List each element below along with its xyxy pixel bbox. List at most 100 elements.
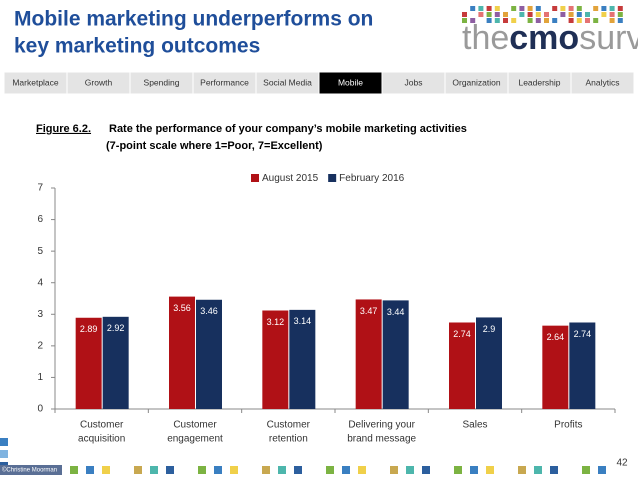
bar bbox=[75, 317, 102, 409]
deco bbox=[278, 466, 286, 474]
logo-dot bbox=[609, 6, 615, 11]
logo-dot bbox=[601, 12, 607, 17]
value-label: 3.44 bbox=[387, 307, 405, 317]
logo: thecmosurvey bbox=[462, 19, 638, 57]
x-tick-label: Delivering your bbox=[348, 420, 415, 431]
y-tick-label: 0 bbox=[37, 404, 43, 415]
nav-tab[interactable]: Mobile bbox=[338, 77, 363, 87]
bar bbox=[449, 322, 475, 409]
deco bbox=[342, 466, 350, 474]
logo-dot bbox=[478, 6, 484, 11]
deco bbox=[550, 466, 558, 474]
logo-dot bbox=[462, 18, 467, 23]
nav-tab[interactable]: Analytics bbox=[585, 77, 619, 87]
logo-part: survey bbox=[579, 19, 638, 57]
logo-part: cmo bbox=[509, 19, 579, 57]
deco bbox=[406, 466, 414, 474]
logo-dot bbox=[527, 12, 533, 17]
value-label: 3.14 bbox=[294, 316, 312, 326]
deco bbox=[518, 466, 526, 474]
deco bbox=[262, 466, 270, 474]
bar bbox=[196, 299, 222, 409]
nav-tab[interactable]: Social Media bbox=[263, 77, 312, 87]
logo-dot bbox=[503, 12, 508, 17]
chart-subtitle: (7-point scale where 1=Poor, 7=Excellent… bbox=[106, 140, 323, 152]
legend-swatch bbox=[328, 174, 337, 182]
logo-dot bbox=[585, 18, 590, 23]
nav-tab[interactable]: Growth bbox=[85, 77, 113, 87]
deco bbox=[0, 450, 8, 458]
logo-dot bbox=[535, 6, 541, 11]
x-tick-label: Profits bbox=[554, 420, 582, 431]
logo-dot bbox=[544, 12, 549, 17]
logo-dot bbox=[462, 12, 467, 17]
nav-tab-bg bbox=[570, 71, 635, 95]
deco bbox=[166, 466, 174, 474]
nav-tab[interactable]: Jobs bbox=[405, 77, 423, 87]
bar bbox=[382, 300, 409, 409]
y-tick-label: 3 bbox=[37, 309, 43, 320]
logo-dot bbox=[486, 6, 492, 11]
logo-dot bbox=[617, 18, 623, 23]
logo-dot bbox=[568, 12, 574, 17]
logo-dot bbox=[609, 12, 615, 17]
deco bbox=[470, 466, 478, 474]
deco bbox=[582, 466, 590, 474]
deco bbox=[102, 466, 110, 474]
logo-dots bbox=[462, 6, 623, 23]
logo-dot bbox=[576, 18, 582, 23]
logo-dot bbox=[593, 18, 599, 23]
y-tick-label: 7 bbox=[37, 183, 43, 194]
deco bbox=[294, 466, 302, 474]
value-label: 2.74 bbox=[453, 329, 471, 339]
logo-dot bbox=[519, 6, 525, 11]
nav-tab[interactable]: Leadership bbox=[518, 77, 560, 87]
nav-tab[interactable]: Marketplace bbox=[12, 77, 59, 87]
footer-squares bbox=[0, 438, 606, 475]
x-tick-label: Sales bbox=[462, 420, 487, 431]
value-label: 3.12 bbox=[267, 317, 285, 327]
logo-dot bbox=[494, 12, 500, 17]
copyright: ©Christine Moorman bbox=[2, 467, 57, 474]
legend-label: February 2016 bbox=[339, 173, 404, 184]
deco bbox=[230, 466, 238, 474]
logo-dot bbox=[552, 18, 558, 23]
logo-dot bbox=[486, 12, 492, 17]
bar bbox=[262, 310, 289, 409]
deco bbox=[150, 466, 158, 474]
nav-tab[interactable]: Performance bbox=[200, 77, 249, 87]
x-tick-label: acquisition bbox=[78, 434, 125, 445]
logo-dot bbox=[470, 6, 476, 11]
y-tick-label: 2 bbox=[37, 340, 43, 351]
deco bbox=[598, 466, 606, 474]
page-number: 42 bbox=[616, 458, 628, 469]
logo-dot bbox=[478, 12, 484, 17]
logo-dot bbox=[486, 18, 492, 23]
value-label: 2.92 bbox=[107, 323, 125, 333]
logo-dot bbox=[617, 6, 623, 11]
deco bbox=[214, 466, 222, 474]
value-label: 2.64 bbox=[547, 332, 565, 342]
deco bbox=[486, 466, 494, 474]
logo-part: the bbox=[462, 19, 509, 57]
value-label: 2.74 bbox=[574, 329, 592, 339]
logo-dot bbox=[494, 6, 500, 11]
legend-swatch bbox=[251, 174, 259, 182]
logo-dot bbox=[585, 12, 590, 17]
logo-dot bbox=[511, 6, 517, 11]
bar bbox=[355, 299, 382, 409]
logo-dot bbox=[576, 12, 582, 17]
bar bbox=[476, 317, 502, 409]
logo-dot bbox=[617, 12, 623, 17]
logo-dot bbox=[503, 18, 508, 23]
y-tick-label: 5 bbox=[37, 246, 43, 257]
deco bbox=[70, 466, 78, 474]
deco bbox=[86, 466, 94, 474]
legend-label: August 2015 bbox=[262, 173, 319, 184]
value-label: 3.46 bbox=[200, 306, 218, 316]
nav-tab[interactable]: Organization bbox=[452, 77, 500, 87]
nav-tab[interactable]: Spending bbox=[144, 77, 180, 87]
logo-dot bbox=[601, 6, 607, 11]
chart: 0 1 2 3 4 5 6 7 August 2015 February 2016 Customer… bbox=[37, 173, 616, 445]
x-tick-label: brand message bbox=[347, 434, 416, 445]
